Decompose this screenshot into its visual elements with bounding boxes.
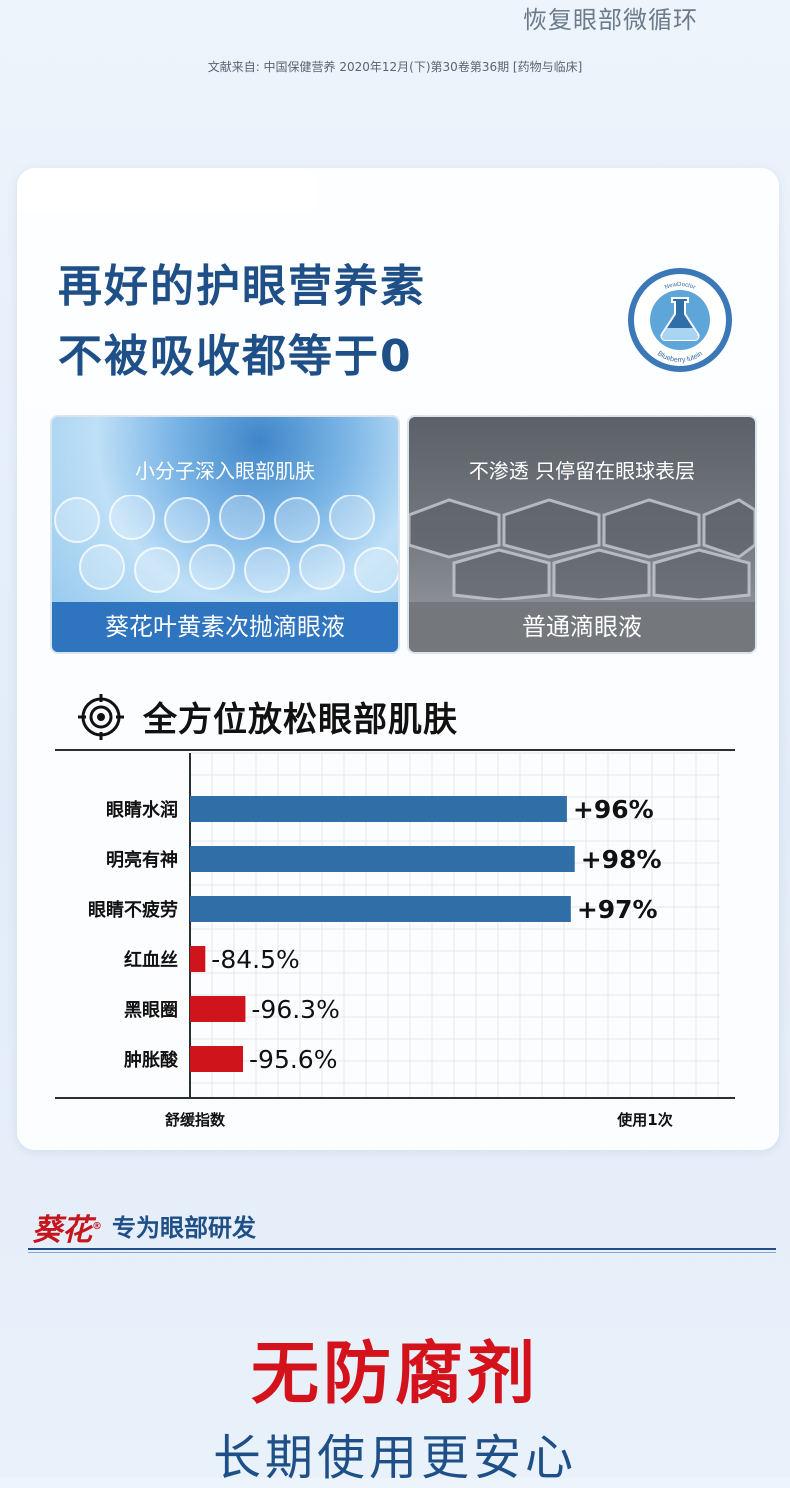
skin-surface-illustration [409, 498, 755, 600]
bar-6 [190, 1046, 244, 1072]
bar-4 [190, 946, 206, 972]
ordinary-label: 普通滴眼液 [409, 602, 755, 652]
x-axis-label-left: 舒缓指数 [165, 1111, 226, 1129]
comparison-panel-ordinary: 不渗透 只停留在眼球表层 普通滴眼液 [407, 415, 757, 654]
data-label: -84.5% [211, 945, 299, 974]
category-label: 眼睛水润 [106, 799, 178, 821]
footer-subline: 长期使用更安心 [212, 1430, 577, 1486]
panel-caption-ordinary: 不渗透 只停留在眼球表层 [468, 459, 696, 483]
product-label: 葵花叶黄素次抛滴眼液 [52, 602, 398, 652]
brand-tagline: 专为眼部研发 [112, 1214, 256, 1242]
comparison-panel-product: 小分子深入眼部肌肤 葵花叶黄素次抛滴眼液 [50, 415, 400, 654]
panel-caption-product: 小分子深入眼部肌肤 [135, 459, 315, 483]
data-label: -96.3% [251, 995, 339, 1024]
bar-5 [190, 996, 246, 1022]
category-label: 黑眼圈 [124, 1000, 178, 1021]
flask-badge-icon: NewDoctor Blueberry lutein [628, 268, 732, 372]
target-icon [78, 694, 124, 740]
data-label: -95.6% [249, 1045, 337, 1074]
footer-headline: 无防腐剂 [250, 1335, 539, 1414]
skin-cells-illustration [54, 495, 398, 593]
card-tab [17, 168, 317, 212]
x-axis-label-right: 使用1次 [616, 1111, 672, 1129]
data-label: +98% [581, 845, 662, 874]
bar-1 [190, 796, 567, 822]
top-tagline: 恢复眼部微循环 [523, 6, 698, 34]
citation: 文献来自: 中国保健营养 2020年12月(下)第30卷第36期 [药物与临床] [207, 60, 583, 74]
bar-2 [190, 846, 575, 872]
category-label: 红血丝 [124, 949, 178, 971]
registered-mark: ® [92, 1221, 102, 1232]
data-label: +97% [577, 895, 658, 924]
brand-logo: 葵花® [32, 1205, 102, 1249]
bar-3 [190, 896, 571, 922]
brand-divider-thin [28, 1252, 776, 1253]
data-label: +96% [573, 795, 654, 824]
category-label: 明亮有神 [106, 849, 178, 871]
section-title: 全方位放松眼部肌肤 [143, 700, 458, 740]
soothing-index-chart: 眼睛水润 +96% 明亮有神 +98% 眼睛不疲劳 +97% 红血丝 -84.5% 黑眼圈 -96… [55, 749, 735, 1129]
svg-text:NewDoctor: NewDoctor [664, 282, 696, 291]
category-label: 眼睛不疲劳 [88, 899, 178, 921]
category-label: 肿胀酸 [124, 1049, 179, 1071]
brand-logo-text: 葵花 [32, 1213, 92, 1248]
headline-line-1: 再好的护眼营养素 [58, 261, 426, 312]
headline-line-2: 不被吸收都等于0 [58, 331, 413, 382]
brand-divider [28, 1248, 776, 1250]
badge-top-text: NewDoctor [664, 282, 696, 291]
